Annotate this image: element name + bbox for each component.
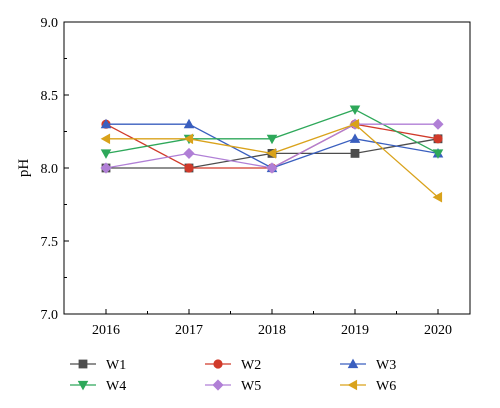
series-line (105, 108, 439, 155)
x-axis: 2016 2017 2018 2019 2020 (92, 309, 452, 338)
legend-marker (213, 359, 223, 369)
data-point (349, 118, 360, 130)
y-tick-label: 8.0 (41, 162, 59, 177)
series-group (100, 105, 444, 203)
legend-label: W6 (376, 379, 396, 394)
data-point (349, 105, 361, 116)
data-point (432, 191, 443, 203)
legend-marker (78, 359, 88, 369)
legend-marker (212, 379, 224, 391)
data-point (100, 162, 112, 174)
data-point (432, 149, 444, 159)
series-W5 (100, 118, 444, 174)
data-point (183, 133, 194, 145)
legend-marker (347, 379, 358, 391)
legend-marker (77, 380, 89, 391)
data-point (266, 148, 277, 159)
x-tick-label: 2017 (175, 323, 203, 338)
legend-item-W1: W1 (70, 358, 126, 373)
data-point (433, 134, 443, 144)
data-point (184, 163, 194, 173)
data-point (266, 162, 278, 174)
legend-item-W3: W3 (340, 358, 396, 373)
data-point (432, 118, 444, 130)
y-tick-label: 7.0 (41, 308, 59, 323)
y-tick-label: 8.5 (41, 89, 59, 104)
y-axis: 7.0 7.5 8.0 8.5 9.0 (41, 16, 69, 323)
data-point (183, 147, 195, 159)
x-tick-label: 2020 (424, 323, 452, 338)
legend-label: W2 (241, 358, 261, 373)
x-tick-label: 2019 (341, 323, 369, 338)
x-tick-label: 2016 (92, 323, 120, 338)
data-point (100, 118, 112, 129)
legend-item-W4: W4 (70, 379, 126, 394)
legend-item-W2: W2 (205, 358, 261, 373)
data-point (349, 133, 361, 143)
series-W6 (100, 118, 443, 203)
legend-item-W5: W5 (205, 379, 261, 394)
legend-label: W4 (106, 379, 126, 394)
y-tick-label: 7.5 (41, 235, 59, 250)
data-point (100, 133, 111, 145)
y-tick-label: 9.0 (41, 16, 59, 31)
legend-item-W6: W6 (340, 379, 396, 394)
legend-label: W3 (376, 358, 396, 373)
data-point (266, 134, 278, 145)
legend-marker (347, 358, 359, 369)
y-axis-title: pH (16, 159, 32, 178)
x-tick-label: 2018 (258, 323, 286, 338)
legend-label: W5 (241, 379, 261, 394)
series-line (106, 123, 439, 169)
series-line (105, 123, 439, 169)
legend-label: W1 (106, 358, 126, 373)
data-point (100, 149, 112, 159)
data-point (183, 118, 195, 129)
legend: W1 W2 W3 W4 W5 W6 (70, 358, 396, 394)
series-line (105, 123, 438, 169)
data-point (350, 148, 360, 158)
